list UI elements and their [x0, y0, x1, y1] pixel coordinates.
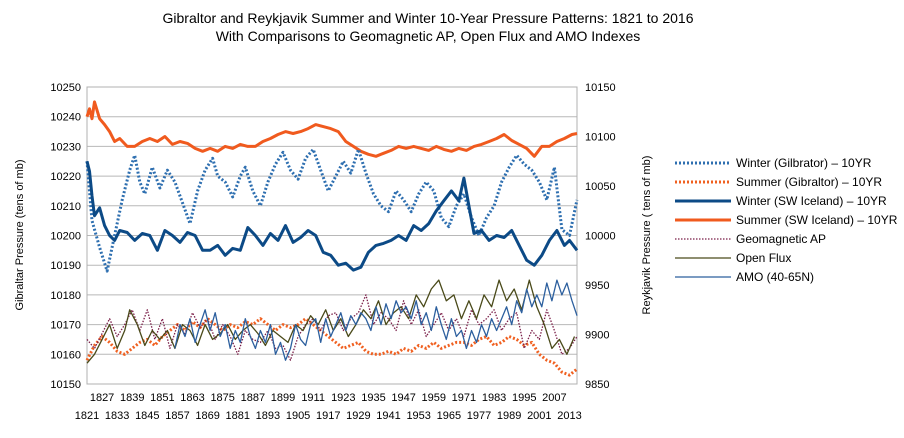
- x-tick-label: 1839: [120, 392, 144, 404]
- x-tick-label: 1887: [241, 392, 265, 404]
- y-right-tick-label: 9950: [585, 280, 609, 292]
- series-line-4: [86, 294, 578, 361]
- legend-label: AMO (40-65N): [736, 270, 814, 284]
- legend: Winter (Gilbrator) – 10YR Summer (Gibralt…: [675, 156, 898, 284]
- chart-title: Gibraltor and Reykjavik Summer and Winte…: [163, 10, 694, 26]
- series-line-2: [85, 160, 579, 272]
- legend-label: Summer (Gibraltor) – 10YR: [736, 175, 882, 189]
- x-tick-label: 1923: [331, 392, 355, 404]
- legend-label: Winter (Gilbrator) – 10YR: [736, 156, 872, 170]
- x-tick-label: 1851: [150, 392, 174, 404]
- y-left-tick-label: 10190: [50, 260, 81, 272]
- x-tick-label: 1863: [180, 392, 204, 404]
- y-axis-right-title: Reykjavik Pressure ( tens of mb): [641, 156, 653, 315]
- y-left-tick-label: 10230: [50, 141, 81, 153]
- chart-subtitle: With Comparisons to Geomagnetic AP, Open…: [216, 28, 641, 44]
- x-tick-label: 1983: [482, 392, 506, 404]
- x-tick-label: 2013: [557, 410, 581, 422]
- x-tick-label: 1833: [105, 410, 129, 422]
- x-tick-label: 1917: [316, 410, 340, 422]
- series-line-0: [85, 147, 579, 273]
- y-left-tick-label: 10180: [50, 290, 81, 302]
- series-line-5: [86, 279, 576, 364]
- x-tick-label: 2007: [542, 392, 566, 404]
- x-tick-label: 1911: [301, 392, 325, 404]
- y-left-tick-label: 10200: [50, 231, 81, 243]
- x-tick-label: 1989: [497, 410, 521, 422]
- y-left-tick-label: 10220: [50, 171, 81, 183]
- x-tick-label: 1947: [391, 392, 415, 404]
- x-tick-label: 1893: [256, 410, 280, 422]
- series-layer: [85, 100, 579, 377]
- x-tick-label: 1929: [346, 410, 370, 422]
- x-tick-label: 1869: [195, 410, 219, 422]
- series-line-3: [85, 100, 578, 158]
- y-right-tick-label: 10100: [585, 132, 616, 144]
- legend-label: Winter (SW Iceland) – 10YR: [736, 194, 887, 208]
- legend-label: Geomagnetic AP: [736, 232, 826, 246]
- x-tick-label: 1977: [467, 410, 491, 422]
- y-left-tick-label: 10240: [50, 112, 81, 124]
- x-tick-label: 1935: [361, 392, 385, 404]
- y-right-tick-label: 10150: [585, 82, 616, 94]
- x-axis: 1827 1839 1851 1863 1875 1887 1899 1911 1923 1935…: [75, 392, 582, 422]
- series-line-6: [174, 279, 578, 361]
- legend-label: Open Flux: [736, 251, 791, 265]
- x-tick-label: 1827: [90, 392, 114, 404]
- x-tick-label: 1953: [406, 410, 430, 422]
- y-axis-left: 10150 10160 10170 10180 10190 10200 10210 10220…: [50, 82, 81, 391]
- y-right-tick-label: 9850: [585, 379, 609, 391]
- x-tick-label: 1965: [437, 410, 461, 422]
- x-tick-label: 1857: [165, 410, 189, 422]
- x-tick-label: 1971: [452, 392, 476, 404]
- x-tick-label: 1941: [376, 410, 400, 422]
- y-left-tick-label: 10210: [50, 201, 81, 213]
- y-left-tick-label: 10150: [50, 379, 81, 391]
- x-tick-label: 1875: [210, 392, 234, 404]
- x-tick-label: 1995: [512, 392, 536, 404]
- legend-label: Summer (SW Iceland) – 10YR: [736, 213, 898, 227]
- x-tick-label: 1899: [271, 392, 295, 404]
- x-tick-label: 1959: [422, 392, 446, 404]
- y-left-tick-label: 10160: [50, 349, 81, 361]
- y-left-tick-label: 10250: [50, 82, 81, 94]
- x-tick-label: 1905: [286, 410, 310, 422]
- y-right-tick-label: 9900: [585, 330, 609, 342]
- x-tick-label: 1821: [75, 410, 99, 422]
- x-tick-label: 2001: [527, 410, 551, 422]
- x-tick-label: 1881: [226, 410, 250, 422]
- x-tick-label: 1845: [135, 410, 159, 422]
- y-right-tick-label: 10000: [585, 231, 616, 243]
- y-axis-right: 9850 9900 9950 10000 10050 10100 10150: [585, 82, 616, 391]
- series-line-1: [85, 317, 578, 377]
- y-axis-left-title: Gibraltar Pressure (tens of mb): [14, 160, 26, 311]
- y-left-tick-label: 10170: [50, 320, 81, 332]
- y-right-tick-label: 10050: [585, 181, 616, 193]
- plot-area: [86, 86, 578, 385]
